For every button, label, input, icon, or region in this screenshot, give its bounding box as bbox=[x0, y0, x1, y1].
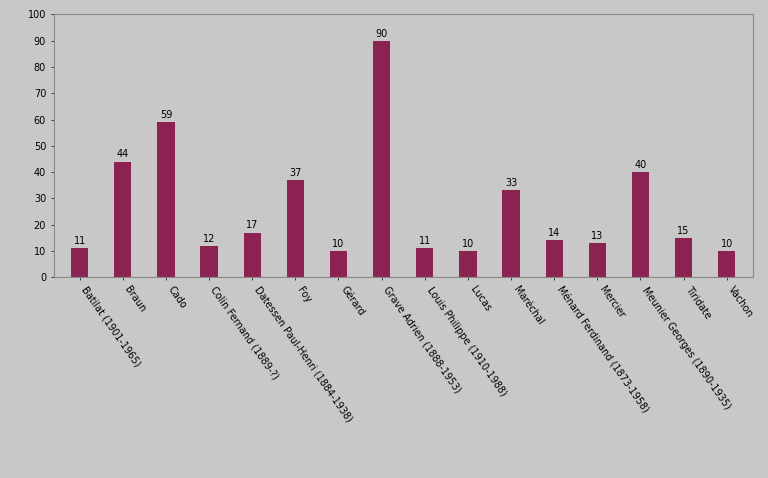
Text: 13: 13 bbox=[591, 231, 604, 241]
Text: 59: 59 bbox=[160, 110, 172, 120]
Bar bbox=[589, 243, 606, 277]
Bar bbox=[373, 41, 390, 277]
Text: 17: 17 bbox=[246, 220, 258, 230]
Bar bbox=[200, 246, 217, 277]
Text: 37: 37 bbox=[290, 168, 302, 178]
Text: 11: 11 bbox=[419, 236, 431, 246]
Bar bbox=[157, 122, 174, 277]
Text: 44: 44 bbox=[117, 150, 129, 160]
Bar bbox=[459, 251, 476, 277]
Bar bbox=[286, 180, 304, 277]
Text: 15: 15 bbox=[677, 226, 690, 236]
Bar bbox=[243, 233, 261, 277]
Bar bbox=[71, 249, 88, 277]
Text: 10: 10 bbox=[720, 239, 733, 249]
Bar bbox=[718, 251, 736, 277]
Bar bbox=[416, 249, 433, 277]
Bar bbox=[114, 162, 131, 277]
Text: 40: 40 bbox=[634, 160, 647, 170]
Text: 90: 90 bbox=[376, 29, 388, 39]
Text: 14: 14 bbox=[548, 228, 561, 239]
Bar bbox=[330, 251, 347, 277]
Text: 10: 10 bbox=[333, 239, 345, 249]
Text: 12: 12 bbox=[203, 234, 215, 244]
Bar bbox=[675, 238, 692, 277]
Bar bbox=[502, 191, 520, 277]
Text: 11: 11 bbox=[74, 236, 86, 246]
Bar bbox=[545, 240, 563, 277]
Bar bbox=[632, 172, 649, 277]
Text: 33: 33 bbox=[505, 178, 517, 188]
Text: 10: 10 bbox=[462, 239, 474, 249]
